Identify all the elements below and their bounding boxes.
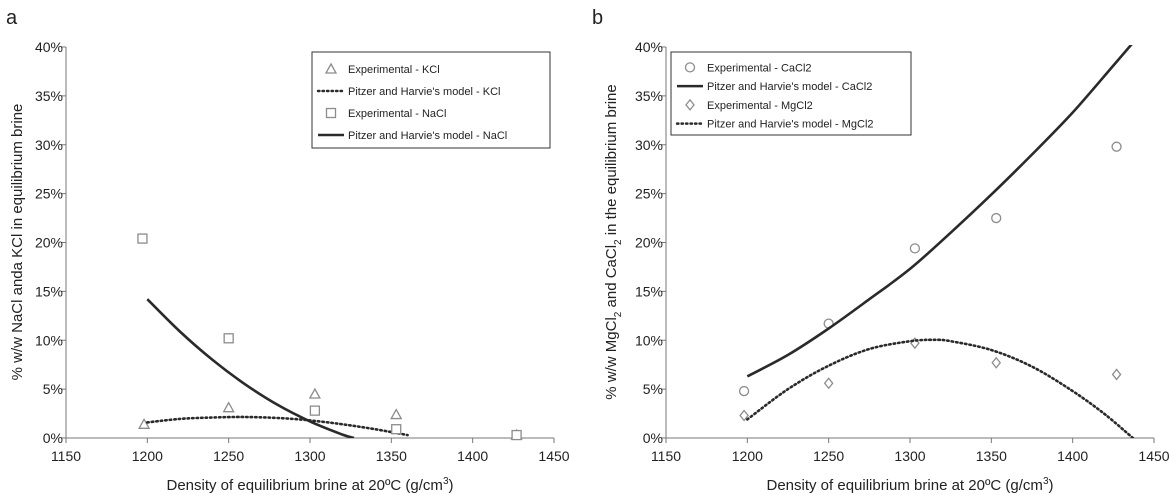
legend-label: Experimental - NaCl xyxy=(348,108,446,120)
x-axis-title: Density of equilibrium brine at 20ºC (g/… xyxy=(767,476,1054,494)
data-point xyxy=(992,358,1000,368)
legend-label: Pitzer and Harvie's model - MgCl2 xyxy=(707,119,874,131)
legend-label: Pitzer and Harvie's model - NaCl xyxy=(348,130,507,142)
y-tick-label: 30% xyxy=(35,137,63,153)
y-tick-label: 5% xyxy=(643,381,663,397)
data-point xyxy=(512,431,521,440)
data-point xyxy=(391,410,401,419)
panel-label: a xyxy=(6,7,18,29)
legend-label: Experimental - MgCl2 xyxy=(707,100,813,112)
x-tick-label: 1350 xyxy=(376,448,407,464)
series-experimental-cacl2 xyxy=(740,142,1122,395)
legend-symbol xyxy=(327,109,336,118)
data-point xyxy=(740,387,749,396)
x-tick-label: 1450 xyxy=(1138,448,1169,464)
data-point xyxy=(910,244,919,253)
y-axis-title: % w/w MgCl2 and CaCl2 in the equilibrium… xyxy=(603,84,624,399)
x-tick-label: 1250 xyxy=(213,448,244,464)
data-point xyxy=(825,378,833,388)
x-tick-label: 1400 xyxy=(457,448,488,464)
y-axis-title: % w/w NaCl anda KCl in equilibrium brine xyxy=(9,104,26,381)
y-tick-label: 0% xyxy=(43,430,63,446)
legend-symbol xyxy=(686,63,695,72)
legend: Experimental - KCl Pitzer and Harvie's mo… xyxy=(312,52,550,148)
y-tick-label: 25% xyxy=(635,186,663,202)
series-experimental-nacl xyxy=(138,234,521,439)
legend-label: Pitzer and Harvie's model - CaCl2 xyxy=(707,81,872,93)
data-point xyxy=(1112,142,1121,151)
data-point xyxy=(1113,369,1121,379)
y-tick-label: 10% xyxy=(635,332,663,348)
y-tick-label: 0% xyxy=(643,430,663,446)
data-point xyxy=(310,389,320,398)
legend: Experimental - CaCl2 Pitzer and Harvie's … xyxy=(671,52,911,135)
y-tick-label: 10% xyxy=(35,332,63,348)
x-tick-label: 1300 xyxy=(894,448,925,464)
data-point xyxy=(392,425,401,434)
x-tick-label: 1150 xyxy=(51,448,81,464)
chart-panel-a: 0% 5% 10% 15% 20% 25% 30% 35% 40% 1150 1200 1250 130… xyxy=(6,7,570,494)
x-tick-label: 1350 xyxy=(976,448,1007,464)
chart-panel-b: 0% 5% 10% 15% 20% 25% 30% 35% 40% 1150 1200 1250 130… xyxy=(592,7,1170,494)
series-pitzer-and-harvie-s-model-kcl-line xyxy=(147,417,407,435)
x-tick-label: 1450 xyxy=(538,448,569,464)
x-tick-label: 1200 xyxy=(132,448,163,464)
y-tick-label: 25% xyxy=(35,186,63,202)
y-tick-label: 5% xyxy=(43,381,63,397)
series-pitzer-and-harvie-s-model-mgcl2-line xyxy=(747,340,1133,438)
y-tick-label: 30% xyxy=(635,137,663,153)
y-tick-label: 20% xyxy=(635,235,663,251)
x-axis-title: Density of equilibrium brine at 20ºC (g/… xyxy=(167,476,454,494)
series-experimental-kcl xyxy=(139,389,522,439)
x-tick-label: 1250 xyxy=(813,448,844,464)
x-tick-label: 1200 xyxy=(732,448,763,464)
x-tick-label: 1150 xyxy=(651,448,681,464)
y-tick-label: 40% xyxy=(35,39,63,55)
y-tick-label: 15% xyxy=(35,283,63,299)
data-point xyxy=(224,403,234,412)
x-tick-label: 1400 xyxy=(1057,448,1088,464)
data-point xyxy=(224,334,233,343)
y-tick-label: 40% xyxy=(635,39,663,55)
y-tick-label: 15% xyxy=(635,283,663,299)
legend-label: Pitzer and Harvie's model - KCl xyxy=(348,86,501,98)
data-point xyxy=(310,406,319,415)
legend-label: Experimental - CaCl2 xyxy=(707,62,812,74)
legend-label: Experimental - KCl xyxy=(348,64,440,76)
data-point xyxy=(138,234,147,243)
y-tick-label: 35% xyxy=(35,88,63,104)
data-point xyxy=(992,214,1001,223)
y-tick-label: 35% xyxy=(635,88,663,104)
x-tick-label: 1300 xyxy=(294,448,325,464)
y-tick-label: 20% xyxy=(35,235,63,251)
panel-label: b xyxy=(592,7,603,29)
data-point xyxy=(139,419,149,428)
